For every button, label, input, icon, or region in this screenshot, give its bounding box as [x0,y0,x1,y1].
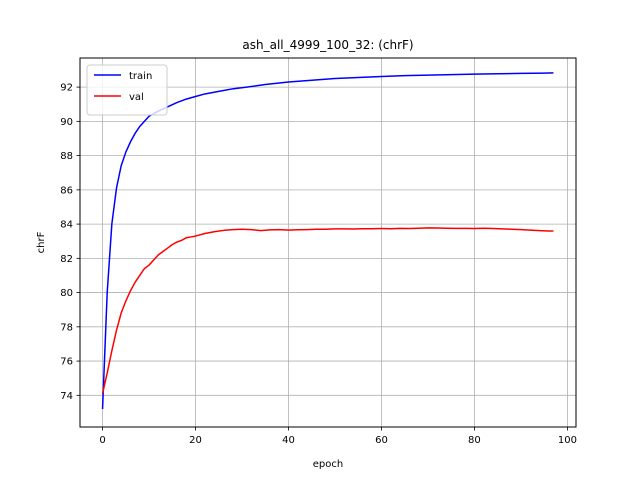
legend-label-val: val [129,92,144,103]
plot-frame [79,57,577,428]
x-tick-label: 60 [375,435,388,446]
y-tick-label: 78 [60,322,73,333]
y-tick-label: 86 [60,185,73,196]
y-tick-label: 76 [60,357,73,368]
series-line-train [101,72,554,410]
x-tick-label: 100 [558,435,577,446]
legend-box [86,64,168,116]
y-tick-label: 90 [60,117,73,128]
y-tick-label: 74 [60,391,73,402]
chart-title: ash_all_4999_100_32: (chrF) [242,38,413,52]
x-tick-label: 40 [282,435,295,446]
x-tick-label: 0 [99,435,105,446]
y-tick-label: 84 [60,220,73,231]
legend: train val [86,64,168,116]
series-line-val [101,227,554,394]
y-tick-label: 88 [60,151,73,162]
axis-ticks: 0 20 40 60 80 100 74 76 78 80 82 84 86 88 90 92 [60,83,577,446]
x-axis-title: epoch [313,459,343,470]
grid [80,58,576,427]
y-tick-label: 82 [60,254,73,265]
x-tick-label: 20 [189,435,202,446]
y-tick-label: 80 [60,288,73,299]
series-lines [101,72,554,410]
legend-label-train: train [129,71,152,82]
y-axis-title: chrF [36,231,47,253]
x-tick-label: 80 [468,435,481,446]
y-tick-label: 92 [60,83,73,94]
